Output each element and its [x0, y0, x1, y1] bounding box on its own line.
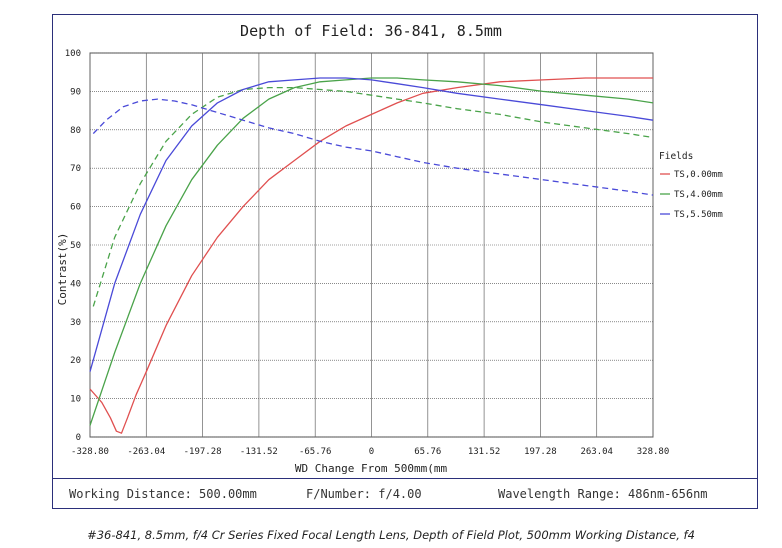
y-tick-label: 60: [70, 203, 81, 213]
y-tick-label: 0: [76, 433, 81, 443]
x-tick-label: -328.80: [71, 447, 109, 457]
y-tick-label: 100: [65, 49, 81, 59]
x-tick-label: -131.52: [240, 447, 278, 457]
series-line-ts-5-50mm-dashed: [92, 98, 654, 196]
figure-caption: #36-841, 8.5mm, f/4 Cr Series Fixed Foca…: [87, 528, 695, 542]
y-tick-label: 30: [70, 318, 81, 328]
chart-frame: Depth of Field: 36-841, 8.5mm 0 10 20 30 40 5…: [52, 14, 758, 509]
series-line-ts-5-50mm-solid: [89, 77, 654, 372]
series-line-ts-4-00mm-solid: [89, 77, 654, 426]
legend-label: TS,4.00mm: [674, 190, 723, 200]
x-tick-label: 328.80: [637, 447, 670, 457]
x-tick-label: 197.28: [524, 447, 557, 457]
series-line-ts-4-00mm-dashed: [92, 86, 654, 307]
y-tick-label: 20: [70, 356, 81, 366]
legend-title: Fields: [659, 151, 693, 162]
legend: TS,0.00mm TS,4.00mm TS,5.50mm: [660, 170, 723, 220]
y-tick-label: 10: [70, 395, 81, 405]
x-tick-label: 65.76: [414, 447, 441, 457]
x-tick-label: 263.04: [580, 447, 613, 457]
f-number-text: F/Number: f/4.00: [306, 487, 422, 501]
legend-label: TS,0.00mm: [674, 170, 723, 180]
clipped-top-text: [0, 0, 782, 6]
x-tick-label: -65.76: [299, 447, 332, 457]
working-distance-text: Working Distance: 500.00mm: [69, 487, 257, 501]
plot-parameters-bar: Working Distance: 500.00mm F/Number: f/4…: [52, 478, 758, 509]
legend-label: TS,5.50mm: [674, 210, 723, 220]
series-line-ts-0-00mm-solid: [89, 77, 653, 434]
y-tick-label: 90: [70, 87, 81, 97]
chart-title: Depth of Field: 36-841, 8.5mm: [240, 22, 502, 40]
x-tick-label: 131.52: [468, 447, 501, 457]
y-axis-label: Contrast(%): [56, 233, 69, 306]
x-tick-label: -263.04: [127, 447, 165, 457]
y-tick-label: 70: [70, 164, 81, 174]
wavelength-range-text: Wavelength Range: 486nm-656nm: [498, 487, 708, 501]
x-axis-label: WD Change From 500mm(mm: [295, 462, 448, 475]
y-tick-label: 50: [70, 241, 81, 251]
y-tick-label: 80: [70, 126, 81, 136]
x-tick-label: -197.28: [184, 447, 222, 457]
x-tick-label: 0: [369, 447, 374, 457]
depth-of-field-chart: Depth of Field: 36-841, 8.5mm 0 10 20 30 40 5…: [56, 22, 723, 475]
y-tick-label: 40: [70, 279, 81, 289]
